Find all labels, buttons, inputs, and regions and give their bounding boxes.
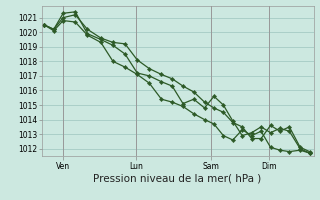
X-axis label: Pression niveau de la mer( hPa ): Pression niveau de la mer( hPa ) [93,173,262,183]
